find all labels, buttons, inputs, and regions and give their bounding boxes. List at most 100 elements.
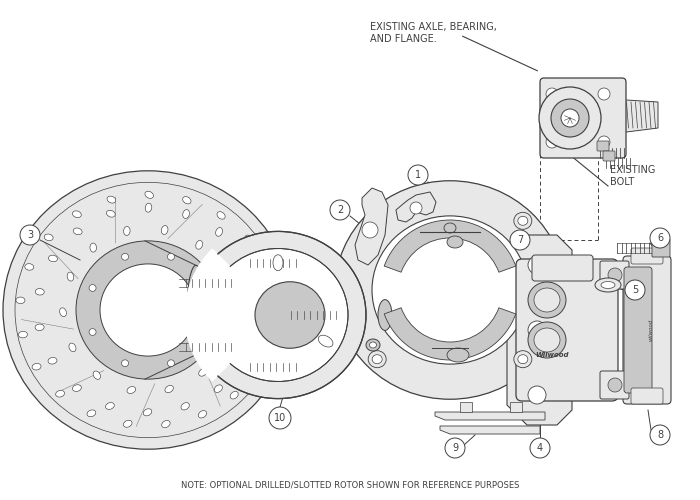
Ellipse shape <box>73 384 81 392</box>
Ellipse shape <box>514 350 532 368</box>
Polygon shape <box>563 96 658 140</box>
Ellipse shape <box>253 288 260 297</box>
Circle shape <box>528 321 546 339</box>
Circle shape <box>408 165 428 185</box>
Ellipse shape <box>32 364 41 370</box>
Ellipse shape <box>220 268 227 277</box>
FancyBboxPatch shape <box>631 388 663 404</box>
Ellipse shape <box>145 203 152 212</box>
Circle shape <box>362 222 378 238</box>
Text: 8: 8 <box>657 430 663 440</box>
Ellipse shape <box>217 212 225 219</box>
Polygon shape <box>510 402 522 412</box>
Ellipse shape <box>370 342 377 348</box>
Ellipse shape <box>107 196 116 203</box>
Ellipse shape <box>269 332 276 340</box>
Ellipse shape <box>16 297 25 304</box>
Text: 9: 9 <box>452 443 458 453</box>
Ellipse shape <box>447 236 463 248</box>
Ellipse shape <box>167 254 174 260</box>
Ellipse shape <box>518 216 528 226</box>
Ellipse shape <box>372 354 382 364</box>
Ellipse shape <box>190 232 366 398</box>
Circle shape <box>608 378 622 392</box>
Ellipse shape <box>254 364 262 372</box>
Ellipse shape <box>55 390 64 397</box>
Ellipse shape <box>230 392 238 399</box>
Ellipse shape <box>272 298 279 306</box>
FancyBboxPatch shape <box>600 371 629 399</box>
Ellipse shape <box>196 240 202 249</box>
Ellipse shape <box>444 223 456 233</box>
Ellipse shape <box>35 324 44 330</box>
Ellipse shape <box>3 171 293 449</box>
Text: EXISTING AXLE, BEARING,
AND FLANGE.: EXISTING AXLE, BEARING, AND FLANGE. <box>370 22 497 44</box>
Circle shape <box>528 386 546 404</box>
Circle shape <box>650 425 670 445</box>
Text: Wilwood: Wilwood <box>536 352 568 358</box>
Ellipse shape <box>106 402 114 409</box>
Text: 10: 10 <box>274 413 286 423</box>
Polygon shape <box>396 192 436 222</box>
Polygon shape <box>440 426 540 434</box>
Ellipse shape <box>76 241 220 379</box>
Polygon shape <box>460 402 472 412</box>
Circle shape <box>546 88 558 100</box>
Circle shape <box>625 280 645 300</box>
Ellipse shape <box>162 420 170 428</box>
Text: EXISTING
BOLT: EXISTING BOLT <box>610 165 655 186</box>
FancyBboxPatch shape <box>540 78 626 158</box>
FancyBboxPatch shape <box>652 239 670 257</box>
Ellipse shape <box>253 324 260 332</box>
Ellipse shape <box>518 354 528 364</box>
Ellipse shape <box>122 360 129 366</box>
FancyBboxPatch shape <box>532 255 593 281</box>
Ellipse shape <box>48 255 57 262</box>
Circle shape <box>598 136 610 148</box>
Ellipse shape <box>48 358 57 364</box>
Circle shape <box>410 202 422 214</box>
Ellipse shape <box>534 288 560 312</box>
Ellipse shape <box>200 284 207 292</box>
Ellipse shape <box>145 192 153 198</box>
Ellipse shape <box>25 264 34 270</box>
Ellipse shape <box>106 210 116 217</box>
Polygon shape <box>507 235 572 425</box>
Text: 4: 4 <box>537 443 543 453</box>
Circle shape <box>445 438 465 458</box>
Ellipse shape <box>216 228 223 236</box>
Circle shape <box>650 228 670 248</box>
Circle shape <box>20 225 40 245</box>
Wedge shape <box>185 249 274 381</box>
Ellipse shape <box>167 360 174 366</box>
Text: NOTE: OPTIONAL DRILLED/SLOTTED ROTOR SHOWN FOR REFERENCE PURPOSES: NOTE: OPTIONAL DRILLED/SLOTTED ROTOR SHO… <box>181 481 519 490</box>
Ellipse shape <box>90 243 97 252</box>
Circle shape <box>330 200 350 220</box>
Ellipse shape <box>551 99 589 137</box>
Ellipse shape <box>222 340 230 347</box>
Ellipse shape <box>18 332 27 338</box>
Ellipse shape <box>89 284 96 292</box>
Ellipse shape <box>214 385 223 392</box>
FancyBboxPatch shape <box>516 259 618 401</box>
Ellipse shape <box>44 234 53 240</box>
Text: 7: 7 <box>517 235 523 245</box>
Wedge shape <box>384 308 516 360</box>
Ellipse shape <box>372 216 528 364</box>
Ellipse shape <box>199 368 206 376</box>
Ellipse shape <box>74 228 82 234</box>
Ellipse shape <box>239 358 247 366</box>
Circle shape <box>510 230 530 250</box>
Ellipse shape <box>273 255 283 271</box>
Ellipse shape <box>378 300 392 330</box>
Text: 3: 3 <box>27 230 33 240</box>
Ellipse shape <box>255 282 325 348</box>
Ellipse shape <box>366 339 380 351</box>
Ellipse shape <box>368 350 386 368</box>
Ellipse shape <box>335 180 565 399</box>
Circle shape <box>598 88 610 100</box>
Ellipse shape <box>124 226 130 235</box>
Ellipse shape <box>595 278 621 292</box>
Ellipse shape <box>35 288 44 295</box>
Circle shape <box>269 407 291 429</box>
